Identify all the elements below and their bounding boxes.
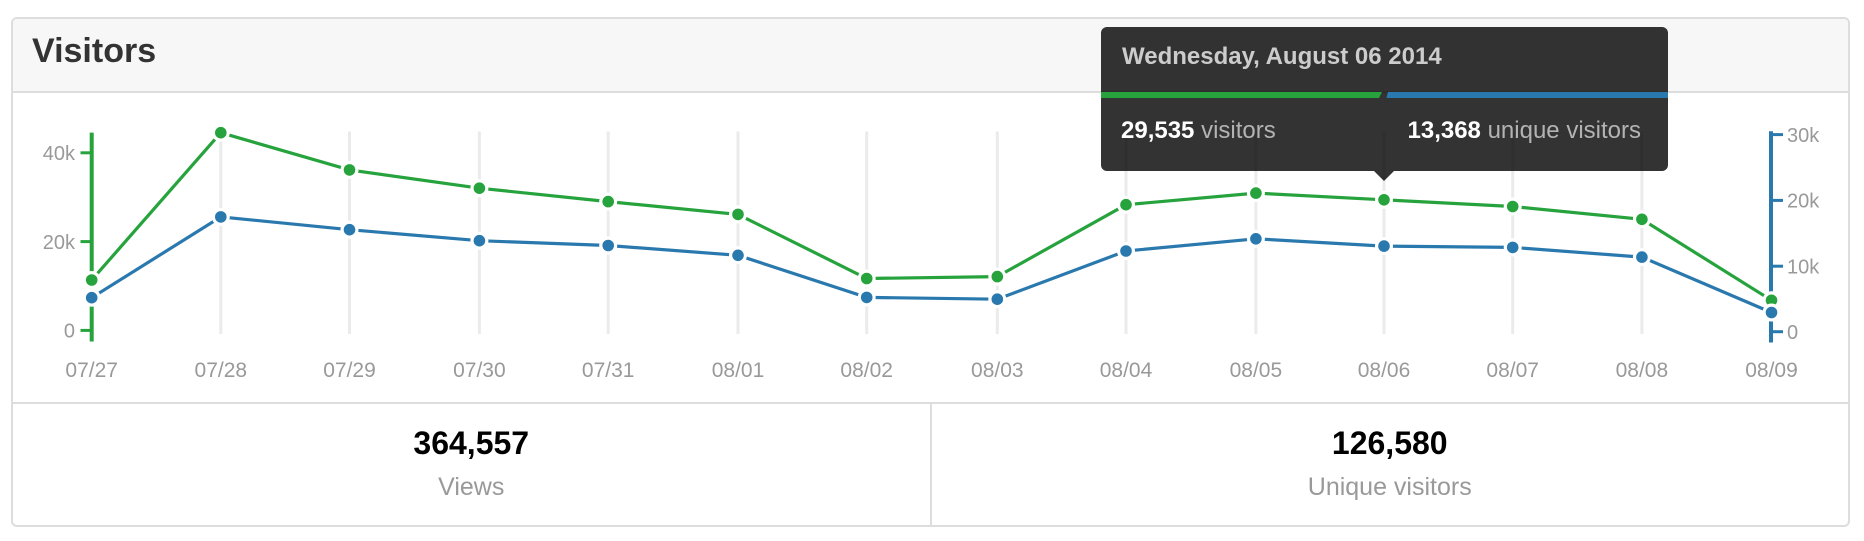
svg-text:20k: 20k xyxy=(1787,191,1820,213)
svg-text:08/04: 08/04 xyxy=(1100,359,1153,382)
svg-text:07/29: 07/29 xyxy=(323,359,376,382)
svg-text:40k: 40k xyxy=(43,143,76,165)
svg-text:10k: 10k xyxy=(1787,256,1820,278)
svg-text:08/08: 08/08 xyxy=(1616,359,1669,382)
svg-text:07/31: 07/31 xyxy=(582,359,635,382)
svg-text:08/03: 08/03 xyxy=(971,359,1024,382)
svg-text:08/09: 08/09 xyxy=(1745,359,1798,382)
svg-text:08/05: 08/05 xyxy=(1230,359,1283,382)
svg-text:08/01: 08/01 xyxy=(712,359,765,382)
svg-text:08/07: 08/07 xyxy=(1486,359,1539,382)
svg-text:07/27: 07/27 xyxy=(65,359,118,382)
svg-text:0: 0 xyxy=(1787,322,1798,344)
svg-text:30k: 30k xyxy=(1787,125,1820,147)
svg-text:0: 0 xyxy=(64,321,75,343)
svg-text:08/06: 08/06 xyxy=(1358,359,1411,382)
svg-text:07/28: 07/28 xyxy=(195,359,248,382)
svg-text:20k: 20k xyxy=(43,232,76,254)
svg-text:07/30: 07/30 xyxy=(453,359,506,382)
svg-text:08/02: 08/02 xyxy=(840,359,893,382)
